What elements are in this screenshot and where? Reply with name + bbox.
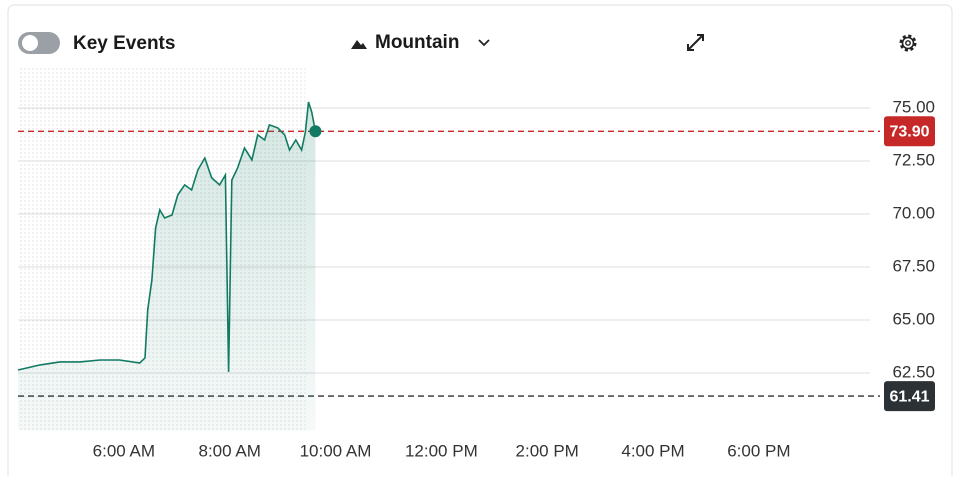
x-tick-label: 6:00 PM [727,441,790,460]
y-tick-label: 62.50 [892,362,935,381]
settings-icon[interactable] [899,34,917,52]
price-badge-label: 73.90 [889,124,929,141]
y-tick-label: 75.00 [892,97,935,116]
toggle-label[interactable]: Key Events [73,33,175,54]
x-tick-label: 4:00 PM [621,441,684,460]
x-tick-label: 6:00 AM [93,441,155,460]
x-tick-label: 8:00 AM [198,441,260,460]
price-line [17,101,317,372]
toggle[interactable] [18,32,60,54]
y-tick-label: 67.50 [892,256,935,275]
price-badge-label: 61.41 [889,388,929,405]
y-tick-label: 70.00 [892,203,935,222]
dropdown-arrow[interactable] [478,39,490,47]
x-tick-label: 2:00 PM [516,441,579,460]
price-badge [884,116,935,147]
x-tick-label: 10:00 AM [300,441,372,460]
panel [7,4,953,481]
last-price-dot [309,125,322,138]
y-tick-label: 72.50 [892,150,935,169]
mountain-area [18,102,316,431]
price-badge [884,381,935,412]
y-tick-label: 65.00 [892,309,935,328]
style-dropdown[interactable]: Mountain [375,32,459,53]
mountain-icon[interactable] [351,40,367,49]
expand-icon[interactable] [687,34,704,51]
x-tick-label: 12:00 PM [405,441,478,460]
